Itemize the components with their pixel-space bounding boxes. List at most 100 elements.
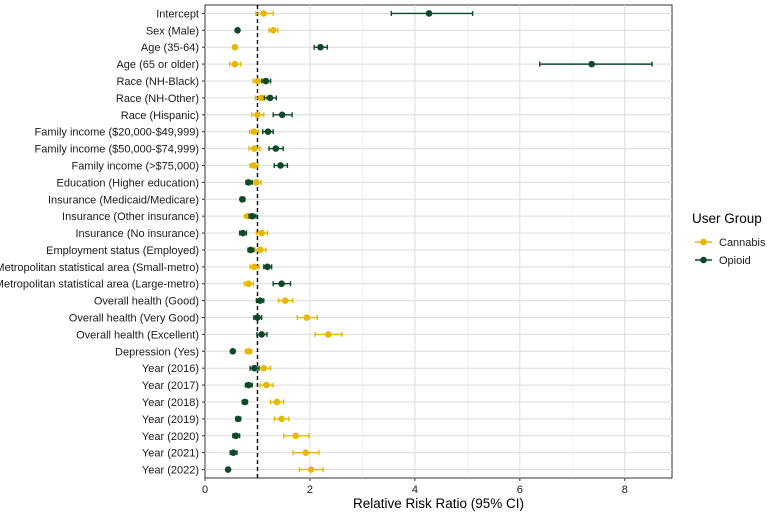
point-estimate bbox=[588, 60, 596, 68]
point-estimate bbox=[264, 263, 271, 271]
point-estimate bbox=[251, 145, 258, 152]
point-estimate bbox=[266, 94, 274, 102]
point-estimate bbox=[307, 466, 315, 473]
point-estimate bbox=[278, 111, 286, 119]
point-estimate bbox=[254, 111, 261, 119]
legend-key-point bbox=[700, 238, 707, 246]
legend-items: Cannabis Opioid bbox=[695, 237, 766, 267]
y-tick-label: Insurance (Medicaid/Medicare) bbox=[48, 194, 199, 206]
point-estimate bbox=[254, 314, 261, 321]
point-estimate bbox=[229, 348, 237, 355]
point-estimate bbox=[245, 280, 252, 288]
point-estimate bbox=[262, 77, 270, 85]
series-opioid bbox=[224, 10, 653, 473]
legend-title: User Group bbox=[692, 211, 762, 226]
y-tick-label: Year (2020) bbox=[142, 431, 199, 443]
y-tick-label: Family income ($20,000-$49,999) bbox=[35, 127, 199, 139]
y-tick-label: Year (2016) bbox=[142, 363, 199, 375]
point-estimate bbox=[260, 10, 268, 17]
y-tick-label: Age (35-64) bbox=[141, 42, 199, 54]
grid-lines bbox=[205, 5, 672, 478]
point-estimate bbox=[245, 179, 252, 186]
point-estimate bbox=[241, 398, 249, 406]
y-tick-label: Overall health (Very Good) bbox=[69, 313, 199, 325]
y-tick-label: Overall health (Excellent) bbox=[76, 329, 199, 341]
point-estimate bbox=[264, 128, 272, 135]
point-estimate bbox=[239, 229, 247, 237]
point-estimate bbox=[303, 314, 311, 321]
point-estimate bbox=[224, 466, 232, 473]
y-tick-label: Insurance (Other insurance) bbox=[62, 211, 199, 223]
point-estimate bbox=[234, 27, 241, 34]
point-estimate bbox=[278, 280, 285, 288]
point-estimate bbox=[260, 364, 268, 372]
point-estimate bbox=[232, 432, 240, 440]
point-estimate bbox=[278, 415, 285, 423]
point-estimate bbox=[263, 381, 270, 389]
point-estimate bbox=[245, 348, 252, 355]
point-estimate bbox=[425, 10, 433, 17]
point-estimate bbox=[238, 195, 246, 203]
point-estimate bbox=[269, 27, 277, 34]
y-tick-label: Insurance (No insurance) bbox=[75, 228, 199, 240]
point-estimate bbox=[257, 94, 265, 102]
y-tick-label: Age (65 or older) bbox=[116, 59, 199, 71]
y-tick-label: Metropolitan statistical area (Large-met… bbox=[0, 279, 199, 291]
y-axis-labels: Intercept Sex (Male) Age (35-64) Age (65 or… bbox=[0, 8, 205, 477]
y-tick-label: Race (NH-Black) bbox=[116, 76, 199, 88]
x-tick-label: 8 bbox=[622, 484, 628, 496]
point-estimate bbox=[250, 128, 258, 135]
point-estimate bbox=[277, 162, 284, 169]
point-estimate bbox=[317, 43, 324, 51]
point-estimate bbox=[234, 415, 242, 423]
y-tick-label: Year (2017) bbox=[142, 380, 199, 392]
legend-label-opioid: Opioid bbox=[719, 255, 751, 267]
point-estimate bbox=[248, 212, 256, 220]
point-estimate bbox=[231, 60, 239, 68]
point-estimate bbox=[231, 43, 239, 51]
point-estimate bbox=[281, 297, 289, 304]
point-estimate bbox=[247, 246, 254, 254]
chart-marks bbox=[224, 10, 653, 473]
legend-label-cannabis: Cannabis bbox=[719, 237, 766, 249]
point-estimate bbox=[256, 246, 264, 254]
y-tick-label: Metropolitan statistical area (Small-met… bbox=[0, 262, 199, 274]
y-tick-label: Year (2021) bbox=[142, 448, 199, 460]
point-estimate bbox=[272, 145, 280, 152]
panel-border bbox=[204, 4, 673, 479]
point-estimate bbox=[258, 331, 265, 338]
point-estimate bbox=[292, 432, 300, 440]
series-cannabis bbox=[228, 10, 343, 473]
x-axis-title: Relative Risk Ratio (95% CI) bbox=[353, 496, 524, 511]
y-tick-label: Overall health (Good) bbox=[94, 296, 199, 308]
y-tick-label: Race (NH-Other) bbox=[116, 93, 199, 105]
point-estimate bbox=[273, 398, 281, 406]
point-estimate bbox=[325, 331, 332, 338]
y-tick-label: Employment status (Employed) bbox=[46, 245, 199, 257]
point-estimate bbox=[250, 162, 258, 169]
y-tick-label: Year (2019) bbox=[142, 414, 199, 426]
point-estimate bbox=[245, 381, 252, 389]
y-tick-label: Race (Hispanic) bbox=[121, 110, 199, 122]
legend: User Group Cannabis Opioid bbox=[692, 211, 766, 267]
point-estimate bbox=[258, 229, 265, 237]
x-tick-label: 2 bbox=[307, 484, 313, 496]
point-estimate bbox=[254, 77, 261, 85]
y-tick-label: Sex (Male) bbox=[146, 25, 199, 37]
y-tick-label: Year (2018) bbox=[142, 397, 199, 409]
point-estimate bbox=[256, 297, 264, 304]
point-estimate bbox=[251, 364, 258, 372]
x-tick-label: 4 bbox=[412, 484, 418, 496]
y-tick-label: Intercept bbox=[156, 8, 199, 20]
point-estimate bbox=[230, 449, 237, 456]
y-tick-label: Year (2022) bbox=[142, 465, 199, 477]
legend-key-point bbox=[700, 256, 707, 264]
y-tick-label: Family income ($50,000-$74,999) bbox=[35, 144, 199, 156]
point-estimate bbox=[302, 449, 310, 456]
point-estimate bbox=[253, 179, 260, 186]
point-estimate bbox=[251, 263, 258, 271]
x-tick-label: 0 bbox=[202, 484, 208, 496]
y-tick-label: Depression (Yes) bbox=[115, 346, 199, 358]
x-tick-label: 6 bbox=[517, 484, 523, 496]
